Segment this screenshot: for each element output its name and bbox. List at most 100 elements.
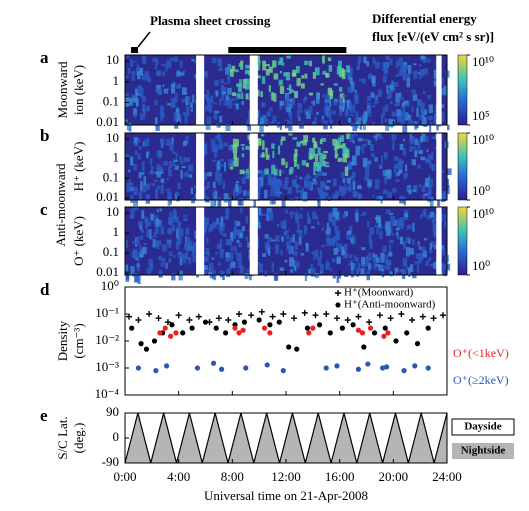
spectrogram-texture xyxy=(403,61,407,68)
spectrogram-texture xyxy=(237,259,242,268)
spectrogram-texture xyxy=(140,235,144,240)
spectrogram-texture xyxy=(154,189,159,199)
spectrogram-texture xyxy=(411,106,414,113)
spectrogram-texture xyxy=(346,87,350,90)
spectrogram-texture xyxy=(300,140,304,144)
spectrogram-texture xyxy=(421,116,427,127)
spectrogram-texture xyxy=(333,83,338,86)
spectrogram-texture xyxy=(219,115,223,123)
spectrogram-texture xyxy=(282,170,285,174)
colorbar-label: 10¹⁰ xyxy=(472,206,494,221)
spectrogram-texture xyxy=(336,274,340,283)
spectrogram-texture xyxy=(321,227,325,231)
spectrogram-texture xyxy=(422,109,427,115)
spectrogram-texture xyxy=(314,172,319,178)
spectrogram-texture xyxy=(274,272,278,282)
point xyxy=(248,312,255,319)
spectrogram-texture xyxy=(261,102,266,108)
spectrogram-texture xyxy=(139,223,143,230)
spectrogram-texture xyxy=(300,109,303,113)
spectrogram-texture xyxy=(388,244,392,252)
spectrogram-texture xyxy=(211,146,217,153)
spectrogram-texture xyxy=(179,60,183,68)
spectrogram-texture xyxy=(295,184,301,188)
spectrogram-texture xyxy=(404,213,409,218)
spectrogram-texture xyxy=(312,137,316,143)
y-tick-label: 1 xyxy=(113,150,120,165)
spectrogram-texture xyxy=(316,222,320,226)
spectrogram-texture xyxy=(239,207,243,213)
colorbar-label: 10⁰ xyxy=(472,183,490,198)
spectrogram-texture xyxy=(247,93,252,99)
spectrogram-texture xyxy=(174,165,179,170)
spectrogram-texture xyxy=(264,234,269,239)
spectrogram-texture xyxy=(367,73,373,78)
spectrogram-texture xyxy=(420,55,426,60)
spectrogram-texture xyxy=(174,124,179,129)
spectrogram-texture xyxy=(225,95,229,101)
spectrogram-texture xyxy=(282,220,287,230)
spectrogram-texture xyxy=(258,180,262,190)
spectrogram-texture xyxy=(410,146,416,150)
spectrogram-texture xyxy=(131,70,135,81)
spectrogram-texture xyxy=(397,236,402,240)
spectrogram-texture xyxy=(219,239,223,247)
point xyxy=(323,365,329,371)
y-tick-label: 0.1 xyxy=(103,169,119,184)
spectrogram-texture xyxy=(402,257,408,267)
spectrogram-texture xyxy=(389,212,393,216)
spectrogram-texture xyxy=(312,71,317,79)
spectrogram-texture xyxy=(297,104,302,109)
spectrogram-texture xyxy=(391,233,395,236)
point xyxy=(312,312,319,319)
spectrogram-texture xyxy=(167,217,173,225)
spectrogram-texture xyxy=(202,216,207,221)
spectrogram-texture xyxy=(244,273,249,280)
spectrogram-texture xyxy=(228,197,232,207)
spectrogram-texture xyxy=(318,170,324,176)
spectrogram-texture xyxy=(309,60,312,67)
spectrogram-texture xyxy=(398,69,403,77)
spectrogram-texture xyxy=(328,213,333,222)
spectrogram-texture xyxy=(188,240,193,251)
spectrogram-texture xyxy=(244,173,249,179)
spectrogram-texture xyxy=(429,122,432,133)
spectrogram-texture xyxy=(295,66,300,74)
spectrogram-texture xyxy=(188,174,193,178)
spectrogram-texture xyxy=(187,157,191,162)
spectrogram-texture xyxy=(221,92,224,101)
spectrogram-texture xyxy=(127,67,131,74)
spectrogram-texture xyxy=(340,186,345,197)
spectrogram-texture xyxy=(134,113,137,118)
point xyxy=(189,325,195,331)
spectrogram-texture xyxy=(229,252,234,261)
spectrogram-texture xyxy=(429,163,433,169)
spectrogram-texture xyxy=(246,269,249,272)
spectrogram-texture xyxy=(374,224,380,228)
spectrogram-texture xyxy=(216,217,219,225)
spectrogram-texture xyxy=(441,88,445,95)
spectrogram-texture xyxy=(257,262,261,266)
y-tick-label: 10⁻⁴ xyxy=(95,386,120,401)
spectrogram-texture xyxy=(423,208,427,218)
spectrogram-texture xyxy=(214,79,219,86)
spectrogram-texture xyxy=(366,96,372,102)
spectrogram-texture xyxy=(296,78,301,87)
spectrogram-texture xyxy=(276,178,281,186)
spectrogram-texture xyxy=(245,81,250,90)
spectrogram-texture xyxy=(203,270,208,274)
spectrogram-texture xyxy=(353,191,359,197)
spectrogram-texture xyxy=(397,156,400,160)
spectrogram-texture xyxy=(431,136,436,139)
point xyxy=(425,325,431,331)
spectrogram-texture xyxy=(346,133,351,140)
spectrogram-texture xyxy=(142,183,147,193)
spectrogram-texture xyxy=(314,116,317,125)
spectrogram-texture xyxy=(445,70,450,78)
spectrogram-texture xyxy=(359,116,363,121)
point xyxy=(361,344,367,350)
y-axis-label: Density xyxy=(55,320,70,361)
spectrogram-texture xyxy=(138,145,142,150)
spectrogram-texture xyxy=(141,55,147,65)
spectrogram-texture xyxy=(432,225,437,233)
